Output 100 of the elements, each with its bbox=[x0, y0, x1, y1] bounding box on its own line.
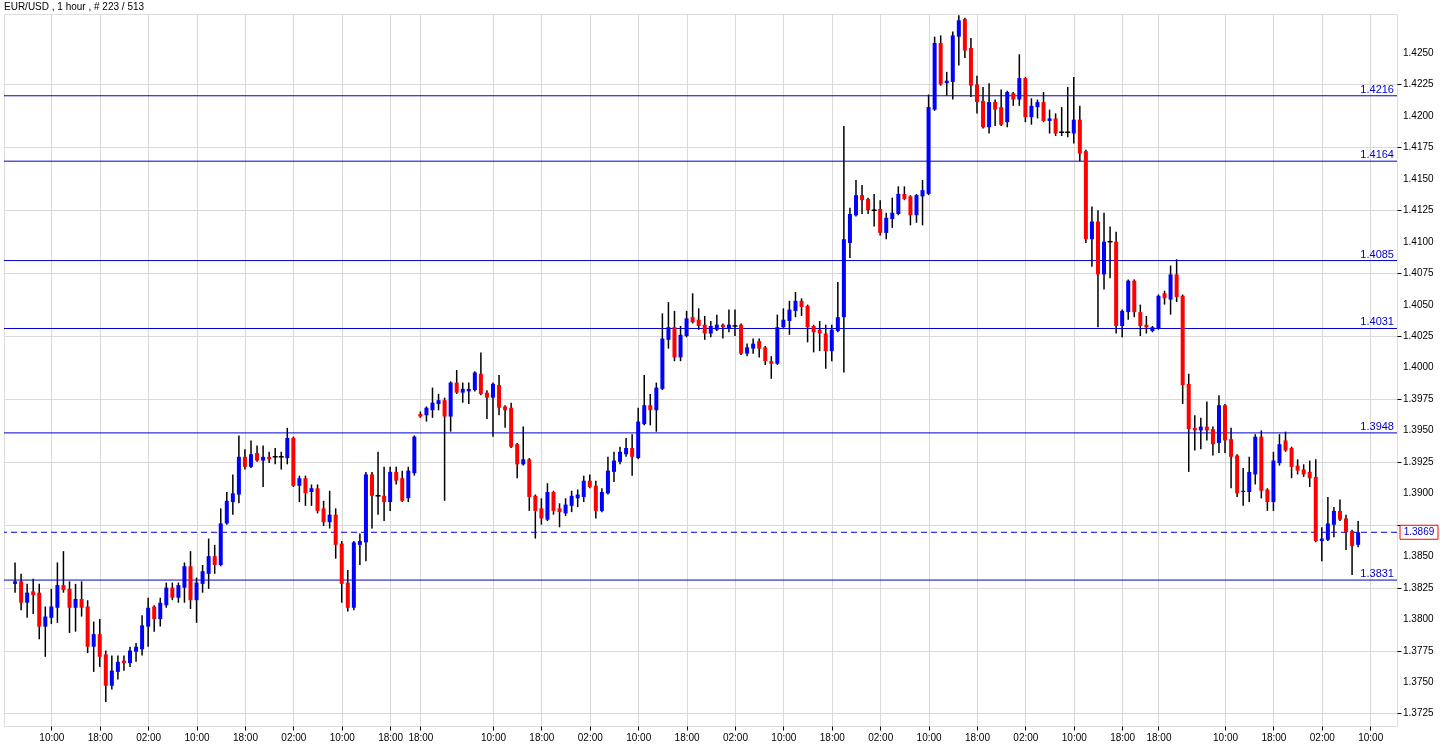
candlestick bbox=[1325, 496, 1330, 542]
candlestick bbox=[242, 448, 247, 471]
candlestick bbox=[787, 300, 792, 336]
candlestick bbox=[1277, 433, 1282, 467]
candlestick bbox=[1017, 53, 1022, 107]
candlestick bbox=[1138, 303, 1143, 337]
ref-line-label: 1.3831 bbox=[1360, 567, 1394, 580]
y-tick-label: 1.4200 bbox=[1403, 109, 1435, 121]
x-tick-label: 10:00 bbox=[184, 731, 210, 743]
candlestick bbox=[1089, 205, 1094, 268]
candlestick bbox=[920, 179, 925, 227]
candlestick bbox=[321, 500, 326, 527]
candlestick bbox=[115, 654, 120, 681]
candlestick bbox=[357, 532, 362, 566]
candlestick bbox=[763, 345, 768, 366]
candlestick bbox=[164, 581, 169, 609]
candlestick bbox=[224, 491, 229, 526]
y-tick-label: 1.3800 bbox=[1403, 613, 1435, 625]
x-tick-label: 18:00 bbox=[408, 731, 434, 743]
candlestick bbox=[1265, 487, 1270, 512]
x-tick-label: 18:00 bbox=[819, 731, 846, 743]
y-tick-label: 1.3950 bbox=[1403, 424, 1435, 436]
candlestick bbox=[757, 337, 762, 359]
candlestick bbox=[1337, 498, 1342, 522]
x-tick-label: 02:00 bbox=[868, 731, 894, 743]
candlestick bbox=[648, 393, 653, 427]
candlestick bbox=[176, 581, 181, 604]
candlestick bbox=[702, 315, 707, 341]
y-tick-label: 1.3725 bbox=[1403, 707, 1435, 719]
candlestick bbox=[690, 292, 695, 325]
x-tick-label: 02:00 bbox=[281, 731, 307, 743]
ref-line-label: 1.4031 bbox=[1360, 315, 1394, 328]
candlestick bbox=[19, 573, 24, 612]
candlestick bbox=[581, 474, 586, 503]
candlestick bbox=[884, 212, 889, 240]
candlestick bbox=[206, 537, 211, 590]
candlestick bbox=[400, 469, 405, 503]
candlestick bbox=[793, 291, 798, 318]
y-tick-label: 1.4125 bbox=[1403, 204, 1435, 216]
candlestick bbox=[521, 425, 526, 467]
candlestick bbox=[1289, 445, 1294, 479]
candlestick bbox=[248, 439, 253, 469]
x-tick-label: 18:00 bbox=[87, 731, 114, 743]
candlestick bbox=[91, 620, 96, 673]
y-tick-label: 1.4025 bbox=[1403, 330, 1435, 342]
candlestick bbox=[896, 185, 901, 217]
y-tick-label: 1.3975 bbox=[1403, 392, 1435, 404]
candlestick bbox=[1035, 98, 1040, 120]
candlestick bbox=[611, 451, 616, 483]
candlestick bbox=[61, 550, 66, 594]
x-tick-label: 18:00 bbox=[1261, 731, 1287, 743]
candlestick bbox=[557, 502, 562, 528]
candlestick bbox=[67, 580, 72, 634]
candlestick bbox=[327, 490, 332, 530]
candlestick bbox=[146, 596, 151, 648]
y-tick-label: 1.4050 bbox=[1403, 298, 1435, 310]
x-tick-label: 10:00 bbox=[916, 731, 943, 743]
candlestick bbox=[666, 301, 671, 350]
x-tick-label: 18:00 bbox=[232, 731, 259, 743]
ref-line-label: 1.3948 bbox=[1360, 419, 1394, 432]
candlestick bbox=[478, 351, 483, 396]
candlestick bbox=[811, 323, 816, 354]
candlestick bbox=[1041, 91, 1046, 123]
candlestick bbox=[860, 184, 865, 215]
candlestick bbox=[261, 444, 266, 488]
ref-line-label: 1.4216 bbox=[1360, 82, 1394, 95]
candlestick bbox=[1356, 520, 1361, 549]
candlestick bbox=[309, 483, 314, 507]
candlestick bbox=[630, 433, 635, 477]
x-tick-label: 02:00 bbox=[136, 731, 162, 743]
candlestick bbox=[497, 374, 502, 417]
candlestick bbox=[678, 325, 683, 362]
y-tick-label: 1.3900 bbox=[1403, 487, 1435, 499]
candlestick bbox=[1029, 97, 1034, 126]
x-tick-label: 10:00 bbox=[771, 731, 797, 743]
candlestick bbox=[140, 614, 145, 657]
x-tick-label: 02:00 bbox=[577, 731, 604, 743]
x-tick-label: 10:00 bbox=[1358, 731, 1384, 743]
ref-line-label: 1.4085 bbox=[1360, 247, 1394, 260]
candlestick bbox=[43, 605, 48, 658]
y-tick-label: 1.3775 bbox=[1403, 644, 1435, 656]
ref-line-label: 1.3869 bbox=[1403, 526, 1435, 538]
candlestick bbox=[369, 471, 374, 530]
candlestick bbox=[605, 456, 610, 496]
candlestick bbox=[460, 381, 465, 404]
candlestick bbox=[31, 578, 36, 615]
y-tick-label: 1.3850 bbox=[1403, 550, 1435, 562]
x-tick-label: 10:00 bbox=[1213, 731, 1239, 743]
x-tick-label: 10:00 bbox=[480, 731, 507, 743]
x-tick-label: 18:00 bbox=[964, 731, 991, 743]
candlestick bbox=[551, 490, 556, 516]
y-tick-label: 1.3825 bbox=[1403, 581, 1435, 593]
candlestick bbox=[908, 194, 913, 227]
candlestick bbox=[1174, 258, 1179, 303]
candlestick bbox=[817, 320, 822, 352]
candlestick bbox=[212, 544, 217, 575]
candlestick bbox=[430, 386, 435, 419]
candlestick bbox=[835, 281, 840, 334]
x-tick-label: 10:00 bbox=[626, 731, 652, 743]
candlestick bbox=[829, 323, 834, 362]
